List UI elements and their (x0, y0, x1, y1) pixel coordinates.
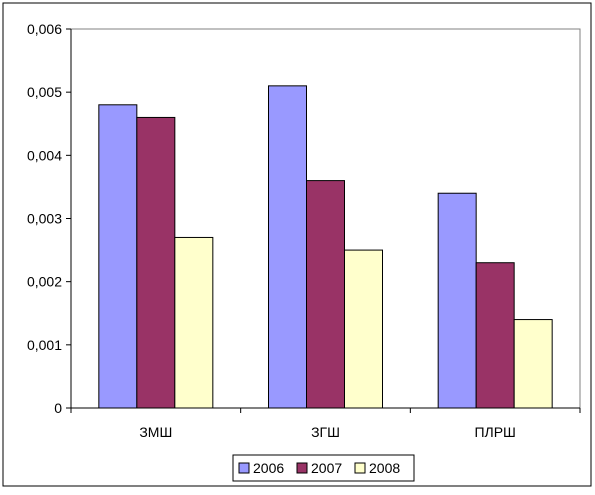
y-tick-label: 0,005 (27, 84, 62, 100)
bar-2007-2 (306, 180, 345, 409)
legend-swatch-2008 (354, 462, 366, 474)
bar-2008-3 (513, 319, 553, 409)
legend-label-2007: 2007 (311, 460, 342, 476)
legend-box (232, 454, 415, 482)
axes-group: 0 0,001 0,002 0,003 0,004 0,005 0,006 ЗМШ ЗГШ ПЛР… (27, 21, 581, 440)
y-tick-label: 0,003 (27, 211, 62, 227)
bar-2008-2 (344, 249, 383, 409)
x-tick-label: ПЛРШ (474, 424, 515, 440)
bar-2007-1 (136, 116, 176, 409)
legend-label-2006: 2006 (253, 460, 284, 476)
legend-label-2008: 2008 (369, 460, 400, 476)
bar-2008-1 (174, 236, 214, 409)
bar-2006-3 (437, 192, 477, 409)
y-tick-label: 0,002 (27, 274, 62, 290)
bar-2006-2 (268, 85, 307, 409)
x-tick-label: ЗГШ (311, 424, 340, 440)
legend: 2006 2007 2008 (232, 454, 415, 482)
y-tick-label: 0,004 (27, 147, 62, 163)
legend-swatch-2006 (238, 462, 250, 474)
legend-swatch-2007 (296, 462, 308, 474)
bar-2006-1 (98, 104, 138, 409)
y-tick-label: 0,006 (27, 21, 62, 37)
bar-2007-3 (475, 262, 515, 409)
y-tick-label: 0 (54, 400, 62, 416)
y-tick-label: 0,001 (27, 337, 62, 353)
bars-group (98, 85, 553, 409)
x-tick-label: ЗМШ (139, 424, 172, 440)
